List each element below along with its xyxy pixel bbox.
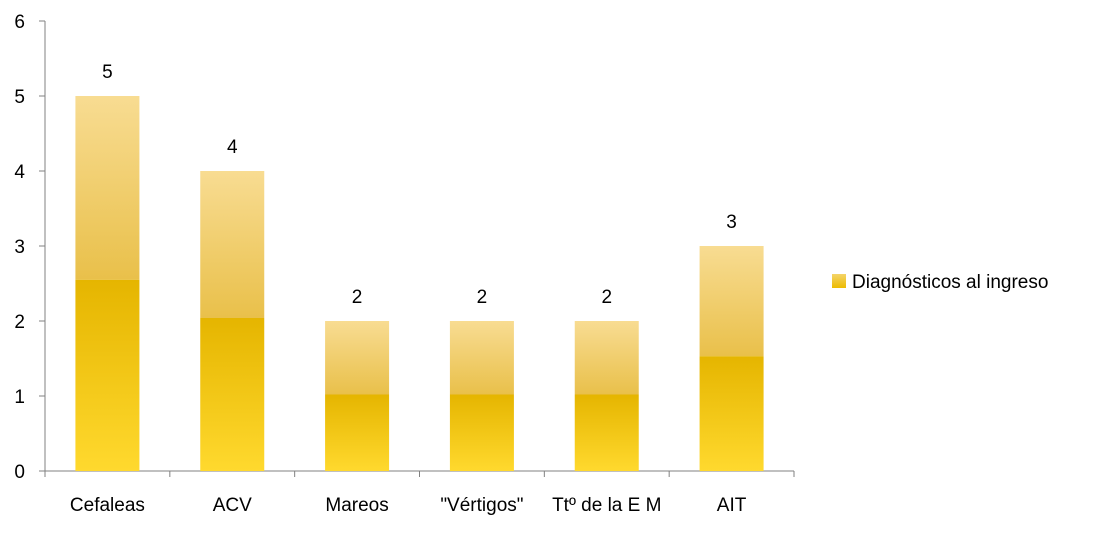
bar xyxy=(200,171,265,471)
bar xyxy=(449,321,514,471)
y-tick-label: 6 xyxy=(14,12,25,33)
data-label: 2 xyxy=(601,287,612,308)
bar-upper-segment xyxy=(75,96,140,280)
x-tick-label: ACV xyxy=(213,495,252,516)
bar-upper-segment xyxy=(574,321,639,395)
y-axis: 0 1 2 3 4 5 6 xyxy=(14,12,46,483)
bar-lower-segment xyxy=(699,356,764,471)
legend-swatch xyxy=(832,274,846,288)
x-tick-label: AIT xyxy=(717,495,747,516)
x-tick-label: Ttº de la E M xyxy=(552,495,661,516)
x-tick-label: Cefaleas xyxy=(70,495,145,516)
data-label: 4 xyxy=(227,137,238,158)
bar-lower-segment xyxy=(574,394,639,471)
data-label: 3 xyxy=(726,212,737,233)
bar-upper-segment xyxy=(325,321,390,395)
bar-lower-segment xyxy=(325,394,390,471)
y-tick-label: 4 xyxy=(14,162,25,183)
bar-lower-segment xyxy=(449,394,514,471)
bar xyxy=(75,96,140,471)
data-label: 5 xyxy=(102,62,113,83)
bar-lower-segment xyxy=(75,279,140,471)
bar-upper-segment xyxy=(200,171,265,318)
bar xyxy=(699,246,764,471)
bar xyxy=(325,321,390,471)
y-tick-label: 5 xyxy=(14,87,25,108)
bar xyxy=(574,321,639,471)
legend-label: Diagnósticos al ingreso xyxy=(852,272,1048,293)
y-tick-label: 0 xyxy=(14,462,25,483)
bar-upper-segment xyxy=(699,246,764,357)
x-axis: Cefaleas ACV Mareos "Vértigos" Ttº de la E M… xyxy=(44,470,795,516)
x-tick-label: Mareos xyxy=(325,495,388,516)
data-label: 2 xyxy=(477,287,488,308)
y-tick-label: 2 xyxy=(14,312,25,333)
data-labels: 5 4 2 2 2 3 xyxy=(102,62,737,308)
bar-upper-segment xyxy=(449,321,514,395)
x-tick-label: "Vértigos" xyxy=(440,495,523,516)
data-label: 2 xyxy=(352,287,363,308)
legend: Diagnósticos al ingreso xyxy=(832,272,1048,293)
bars xyxy=(75,96,764,471)
bar-lower-segment xyxy=(200,318,265,471)
y-tick-label: 1 xyxy=(14,387,25,408)
y-tick-label: 3 xyxy=(14,237,25,258)
